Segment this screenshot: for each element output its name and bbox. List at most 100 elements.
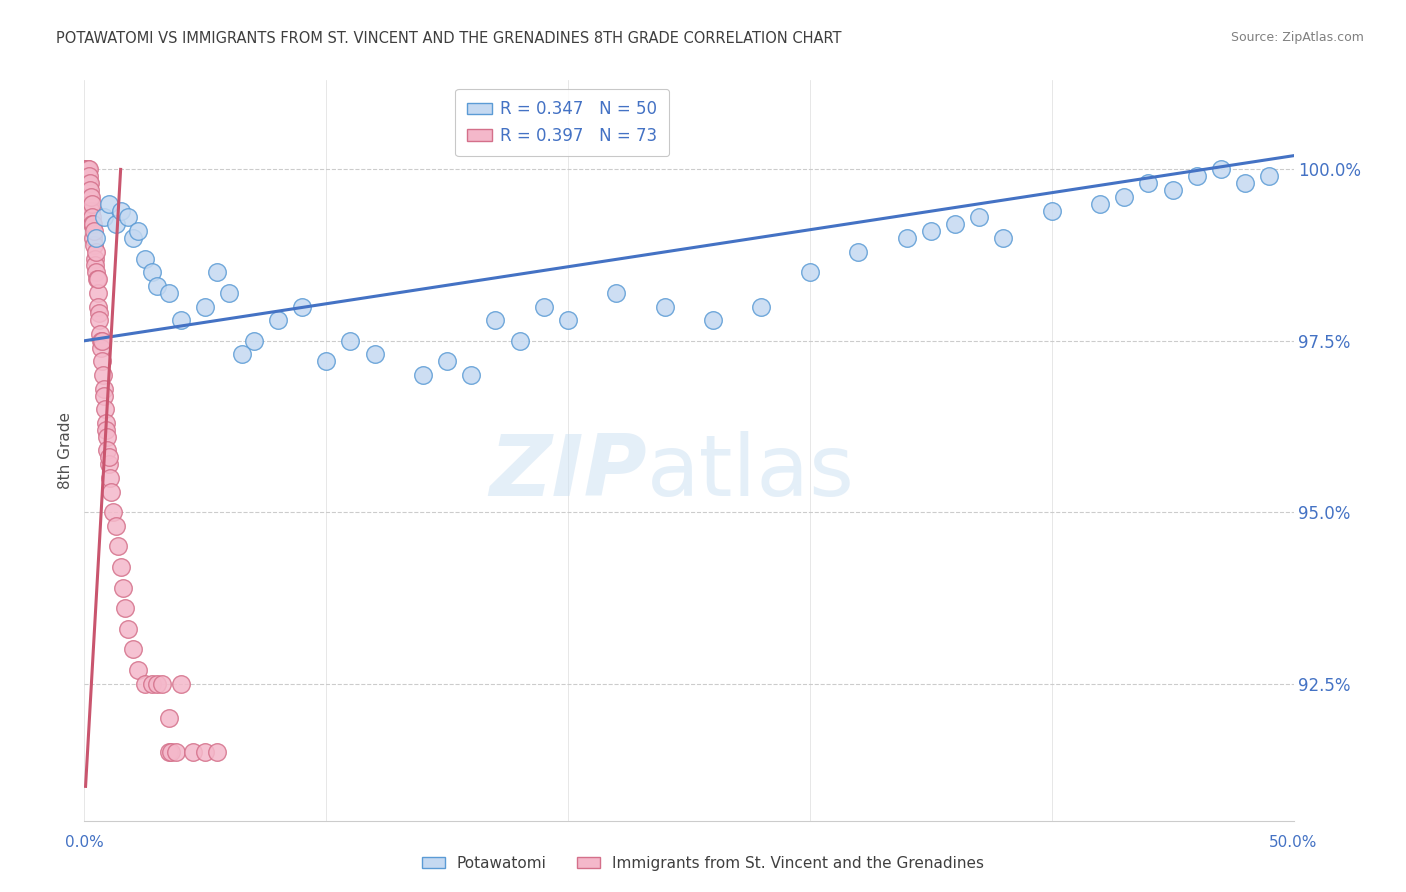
Point bbox=[1088, 196, 1111, 211]
Point bbox=[77, 176, 100, 190]
Point bbox=[83, 224, 105, 238]
Point bbox=[96, 430, 118, 444]
Point bbox=[97, 457, 120, 471]
Point bbox=[79, 196, 101, 211]
Point bbox=[1185, 169, 1208, 184]
Point bbox=[84, 244, 107, 259]
Point bbox=[96, 443, 118, 458]
Point bbox=[93, 389, 115, 403]
Point bbox=[170, 313, 193, 327]
Point bbox=[412, 368, 434, 382]
Point bbox=[100, 484, 122, 499]
Point bbox=[87, 306, 110, 320]
Point bbox=[291, 300, 314, 314]
Point bbox=[79, 190, 101, 204]
Point bbox=[75, 162, 97, 177]
Point bbox=[107, 540, 129, 554]
Point bbox=[460, 368, 482, 382]
Point bbox=[117, 622, 139, 636]
Point bbox=[103, 505, 125, 519]
Point bbox=[134, 676, 156, 690]
Point bbox=[141, 265, 163, 279]
Point bbox=[181, 745, 204, 759]
Legend: R = 0.347   N = 50, R = 0.397   N = 73: R = 0.347 N = 50, R = 0.397 N = 73 bbox=[456, 88, 669, 156]
Point bbox=[1161, 183, 1184, 197]
Point bbox=[943, 217, 966, 231]
Point bbox=[150, 676, 173, 690]
Point bbox=[267, 313, 290, 327]
Point bbox=[104, 217, 127, 231]
Point bbox=[157, 745, 180, 759]
Point bbox=[896, 231, 918, 245]
Point bbox=[82, 231, 104, 245]
Point bbox=[91, 354, 114, 368]
Point bbox=[146, 676, 169, 690]
Point bbox=[799, 265, 821, 279]
Point bbox=[97, 450, 120, 465]
Point bbox=[114, 601, 136, 615]
Point bbox=[82, 217, 104, 231]
Point bbox=[77, 176, 100, 190]
Point bbox=[127, 663, 149, 677]
Point bbox=[87, 300, 110, 314]
Text: 50.0%: 50.0% bbox=[1270, 836, 1317, 850]
Point bbox=[533, 300, 555, 314]
Text: ZIP: ZIP bbox=[489, 431, 647, 514]
Point bbox=[127, 224, 149, 238]
Point bbox=[86, 272, 108, 286]
Point bbox=[86, 285, 108, 300]
Point bbox=[157, 285, 180, 300]
Point bbox=[90, 334, 112, 348]
Point bbox=[110, 203, 132, 218]
Point bbox=[141, 676, 163, 690]
Point bbox=[91, 368, 114, 382]
Point bbox=[93, 211, 115, 225]
Legend: Potawatomi, Immigrants from St. Vincent and the Grenadines: Potawatomi, Immigrants from St. Vincent … bbox=[416, 850, 990, 877]
Point bbox=[104, 519, 127, 533]
Point bbox=[83, 252, 105, 266]
Point bbox=[654, 300, 676, 314]
Point bbox=[194, 300, 217, 314]
Point bbox=[509, 334, 531, 348]
Point bbox=[90, 341, 112, 355]
Point bbox=[1258, 169, 1281, 184]
Point bbox=[86, 272, 108, 286]
Point bbox=[605, 285, 627, 300]
Point bbox=[436, 354, 458, 368]
Point bbox=[1209, 162, 1232, 177]
Point bbox=[80, 190, 103, 204]
Point bbox=[557, 313, 579, 327]
Point bbox=[121, 642, 143, 657]
Point bbox=[231, 347, 253, 361]
Point bbox=[84, 259, 107, 273]
Point bbox=[76, 176, 98, 190]
Point bbox=[75, 162, 97, 177]
Point bbox=[80, 196, 103, 211]
Point bbox=[993, 231, 1015, 245]
Point bbox=[920, 224, 942, 238]
Point bbox=[86, 265, 108, 279]
Point bbox=[194, 745, 217, 759]
Point bbox=[76, 169, 98, 184]
Point bbox=[110, 560, 132, 574]
Point bbox=[218, 285, 240, 300]
Point bbox=[93, 382, 115, 396]
Point bbox=[80, 211, 103, 225]
Point bbox=[846, 244, 869, 259]
Point bbox=[1137, 176, 1160, 190]
Point bbox=[94, 402, 117, 417]
Point bbox=[89, 326, 111, 341]
Point bbox=[207, 265, 229, 279]
Point bbox=[1114, 190, 1136, 204]
Point bbox=[79, 176, 101, 190]
Point bbox=[97, 196, 120, 211]
Point bbox=[77, 183, 100, 197]
Point bbox=[94, 423, 117, 437]
Point bbox=[121, 231, 143, 245]
Point bbox=[146, 279, 169, 293]
Point bbox=[76, 162, 98, 177]
Point bbox=[315, 354, 337, 368]
Point bbox=[83, 237, 105, 252]
Point bbox=[98, 471, 121, 485]
Point bbox=[967, 211, 990, 225]
